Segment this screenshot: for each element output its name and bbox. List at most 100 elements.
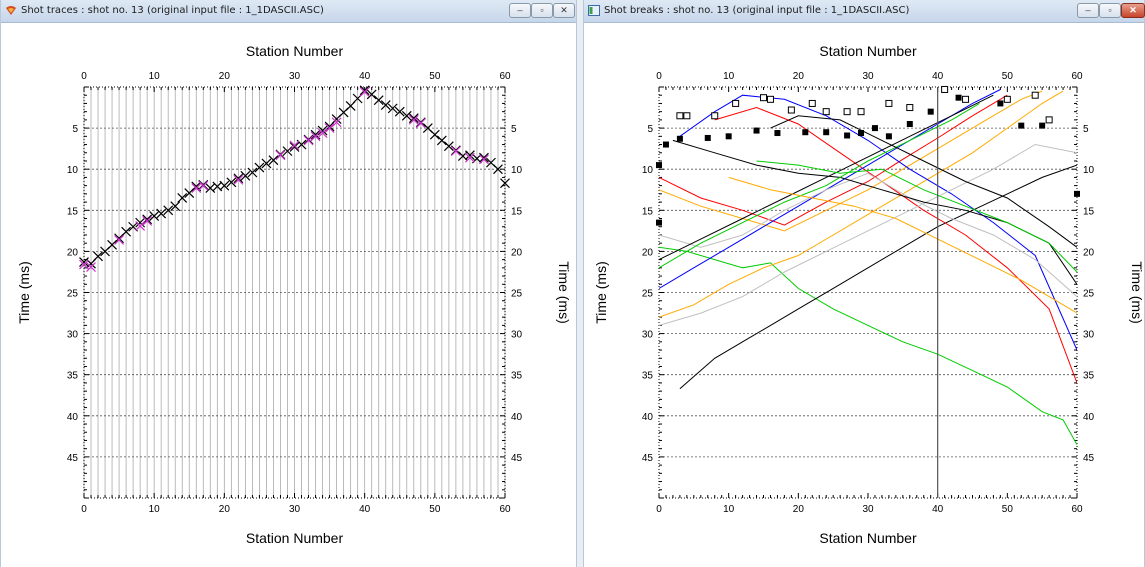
pick-marker <box>394 106 405 117</box>
pick-marker <box>114 234 125 245</box>
pick-marker <box>156 208 167 219</box>
minimize-button[interactable]: – <box>509 3 531 18</box>
trace-line <box>659 246 1077 445</box>
shot-breaks-chart[interactable]: 0 0 10 10 20 20 30 30 40 40 50 50 60 60 5 5 10 10 15 15 20 20… <box>584 22 1145 567</box>
minimize-button[interactable]: – <box>1077 3 1099 18</box>
left-titlebar[interactable]: Shot traces : shot no. 13 (original inpu… <box>1 0 576 23</box>
x-tick-label-bottom: 0 <box>656 504 662 515</box>
close-button[interactable]: ✕ <box>553 3 575 18</box>
pick-marker <box>289 142 300 152</box>
y-tick-label-left: 5 <box>647 124 653 135</box>
pick-marker <box>254 162 265 173</box>
trace-line <box>659 143 1077 326</box>
break-marker-open <box>1003 95 1011 103</box>
pane-divider[interactable] <box>577 0 583 567</box>
y-tick-label-left: 15 <box>67 206 79 217</box>
pick-marker <box>289 140 300 151</box>
x-tick-label-bottom: 40 <box>932 504 944 515</box>
x-tick-label-bottom: 50 <box>1002 504 1014 515</box>
right-titlebar[interactable]: Shot breaks : shot no. 13 (original inpu… <box>584 0 1145 23</box>
app-window-icon <box>588 5 600 16</box>
break-marker-filled <box>662 141 669 148</box>
break-marker-filled <box>676 135 683 142</box>
break-marker-filled <box>1039 122 1046 129</box>
pick-marker <box>275 150 286 161</box>
x-tick-label-bottom: 0 <box>81 504 87 515</box>
x-tick-label-top: 60 <box>1071 71 1083 82</box>
pick-marker <box>373 95 384 106</box>
break-marker-filled <box>844 132 851 139</box>
break-marker-open <box>808 99 816 107</box>
break-marker-filled <box>871 125 878 132</box>
pick-marker <box>191 183 202 194</box>
restore-button[interactable]: ▫ <box>1099 3 1121 18</box>
y-tick-label-left: 30 <box>642 330 654 341</box>
x-axis-title-top: Station Number <box>246 43 344 59</box>
x-tick-label-top: 10 <box>723 71 735 82</box>
x-tick-label-top: 60 <box>499 71 511 82</box>
pick-marker <box>226 177 237 188</box>
left-window-title: Shot traces : shot no. 13 (original inpu… <box>21 5 324 16</box>
y-tick-label-right: 30 <box>511 330 523 341</box>
break-marker-open <box>787 106 795 114</box>
break-marker-filled <box>656 162 662 169</box>
x-tick-label-top: 50 <box>429 71 441 82</box>
y-tick-label-right: 10 <box>511 165 523 176</box>
x-tick-label-bottom: 40 <box>359 504 371 515</box>
x-tick-label-bottom: 10 <box>723 504 735 515</box>
y-tick-label-left: 40 <box>67 412 79 423</box>
x-tick-label-bottom: 20 <box>219 504 231 515</box>
pick-marker <box>408 114 419 125</box>
pick-marker <box>436 135 447 146</box>
restore-button[interactable]: ▫ <box>531 3 553 18</box>
pick-marker <box>121 226 132 237</box>
y-tick-label-right: 15 <box>511 206 523 217</box>
right-window-title: Shot breaks : shot no. 13 (original inpu… <box>604 5 910 16</box>
pick-marker <box>317 125 328 136</box>
break-marker-open <box>822 108 830 116</box>
break-marker-open <box>732 99 740 107</box>
pick-marker <box>93 251 103 262</box>
y-tick-label-right: 30 <box>1083 330 1095 341</box>
pick-marker <box>359 85 370 96</box>
pick-marker <box>142 216 153 226</box>
y-tick-label-left: 45 <box>67 453 79 464</box>
x-tick-label-top: 0 <box>656 71 662 82</box>
y-tick-label-right: 45 <box>511 453 523 464</box>
break-marker-open <box>760 94 767 102</box>
y-axis-title-right: Time (ms) <box>1129 261 1145 323</box>
pick-marker <box>261 158 272 169</box>
close-button[interactable]: ✕ <box>1121 3 1145 18</box>
x-axis-title-bottom: Station Number <box>246 530 344 546</box>
y-tick-label-left: 5 <box>72 124 78 135</box>
break-marker-filled <box>1018 122 1025 129</box>
break-marker-open <box>843 108 851 116</box>
y-tick-label-right: 40 <box>511 412 523 423</box>
pick-marker <box>177 193 188 203</box>
pick-marker <box>198 180 209 191</box>
pick-marker <box>219 180 230 191</box>
pick-marker <box>86 262 96 272</box>
x-tick-label-top: 20 <box>219 71 231 82</box>
pick-marker <box>247 167 258 178</box>
pick-marker <box>303 135 314 146</box>
pick-marker <box>317 128 328 138</box>
shot-traces-chart[interactable]: 0 0 10 10 20 20 30 30 40 40 50 50 60 60 5 5 10 10 15 15 20 20… <box>1 22 578 567</box>
y-axis-title-left: Time (ms) <box>16 261 32 323</box>
pick-marker <box>464 152 475 163</box>
y-tick-label-right: 10 <box>1083 165 1095 176</box>
y-axis-title-left: Time (ms) <box>593 261 609 323</box>
break-marker-filled <box>1074 190 1080 197</box>
trace-line <box>659 90 1043 232</box>
pick-marker <box>366 89 377 100</box>
y-tick-label-left: 35 <box>642 371 654 382</box>
y-tick-label-right: 20 <box>511 247 523 258</box>
trace-line <box>770 115 1077 248</box>
y-tick-label-left: 20 <box>67 247 79 258</box>
pick-marker <box>359 87 370 97</box>
pick-marker <box>240 170 251 181</box>
pick-marker <box>493 164 503 175</box>
y-tick-label-left: 35 <box>67 371 79 382</box>
break-marker-filled <box>885 133 892 140</box>
break-marker-open <box>766 95 774 103</box>
